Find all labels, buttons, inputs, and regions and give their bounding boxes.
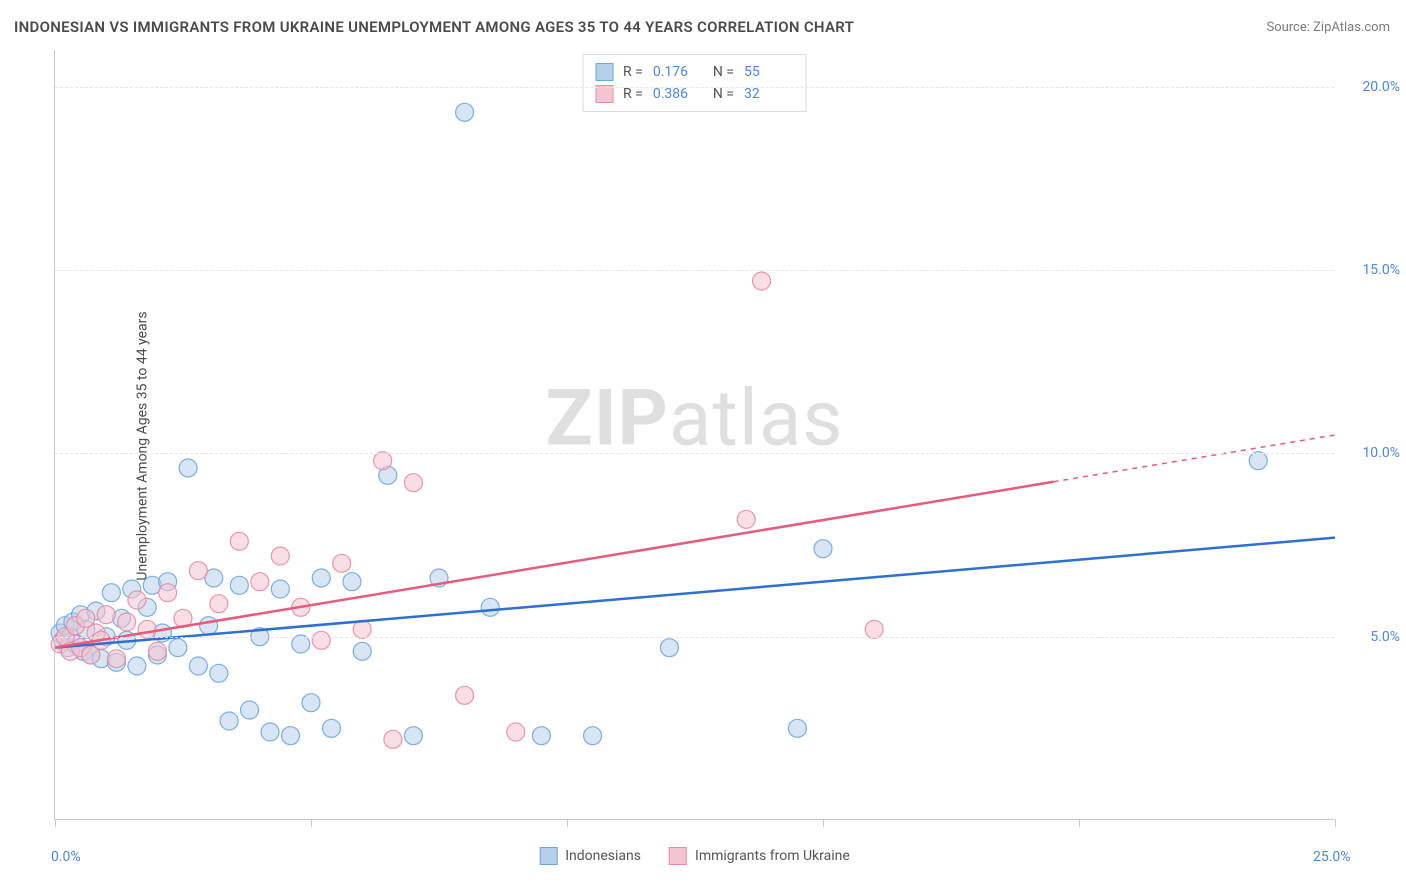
data-point — [220, 712, 238, 730]
data-point — [241, 701, 259, 719]
y-tick-label: 5.0% — [1370, 629, 1400, 645]
data-point — [384, 730, 402, 748]
data-point — [200, 617, 218, 635]
chart-title: INDONESIAN VS IMMIGRANTS FROM UKRAINE UN… — [14, 18, 854, 36]
x-tick — [1079, 819, 1080, 827]
data-point — [343, 573, 361, 591]
data-point — [404, 474, 422, 492]
gridline — [55, 453, 1334, 454]
legend-swatch — [539, 847, 557, 865]
data-point — [753, 272, 771, 290]
data-point — [353, 642, 371, 660]
legend-series-item: Immigrants from Ukraine — [669, 847, 850, 865]
data-point — [128, 591, 146, 609]
data-point — [788, 719, 806, 737]
data-point — [322, 719, 340, 737]
data-point — [404, 727, 422, 745]
x-tick — [567, 819, 568, 827]
data-point — [507, 723, 525, 741]
data-point — [282, 727, 300, 745]
data-point — [210, 595, 228, 613]
data-point — [138, 620, 156, 638]
data-point — [292, 635, 310, 653]
data-point — [189, 657, 207, 675]
data-point — [814, 540, 832, 558]
data-point — [312, 569, 330, 587]
data-point — [456, 103, 474, 121]
x-tick — [55, 819, 56, 827]
data-point — [271, 547, 289, 565]
data-point — [271, 580, 289, 598]
data-point — [865, 620, 883, 638]
data-point — [159, 584, 177, 602]
y-tick-label: 10.0% — [1362, 445, 1400, 461]
data-point — [261, 723, 279, 741]
legend-series-item: Indonesians — [539, 847, 641, 865]
data-point — [148, 642, 166, 660]
data-point — [107, 650, 125, 668]
gridline — [55, 270, 1334, 271]
legend-series-label: Indonesians — [565, 848, 641, 864]
x-tick-label: 0.0% — [51, 849, 81, 865]
plot-area: ZIPatlas R =0.176N =55R =0.386N =32 Indo… — [54, 50, 1334, 820]
x-tick — [823, 819, 824, 827]
data-point — [660, 639, 678, 657]
data-point — [189, 562, 207, 580]
y-tick-label: 15.0% — [1362, 262, 1400, 278]
chart-container: INDONESIAN VS IMMIGRANTS FROM UKRAINE UN… — [0, 0, 1406, 892]
data-point — [169, 639, 187, 657]
data-point — [302, 694, 320, 712]
y-tick-label: 20.0% — [1362, 79, 1400, 95]
data-point — [737, 510, 755, 528]
x-tick — [1335, 819, 1336, 827]
data-point — [230, 532, 248, 550]
data-point — [230, 576, 248, 594]
legend-swatch — [669, 847, 687, 865]
trend-line-extrapolated — [1053, 435, 1335, 482]
x-tick-label: 25.0% — [1313, 849, 1351, 865]
data-point — [102, 584, 120, 602]
data-point — [456, 686, 474, 704]
source-attribution: Source: ZipAtlas.com — [1266, 20, 1390, 35]
plot-svg — [55, 50, 1334, 819]
x-tick — [311, 819, 312, 827]
legend-series: Indonesians Immigrants from Ukraine — [539, 847, 850, 865]
data-point — [251, 573, 269, 591]
data-point — [179, 459, 197, 477]
gridline — [55, 637, 1334, 638]
data-point — [584, 727, 602, 745]
legend-series-label: Immigrants from Ukraine — [695, 848, 850, 864]
data-point — [118, 613, 136, 631]
trend-line — [55, 538, 1335, 648]
data-point — [312, 631, 330, 649]
data-point — [333, 554, 351, 572]
gridline — [55, 87, 1334, 88]
data-point — [97, 606, 115, 624]
data-point — [210, 664, 228, 682]
data-point — [1249, 452, 1267, 470]
data-point — [481, 598, 499, 616]
data-point — [532, 727, 550, 745]
data-point — [374, 452, 392, 470]
data-point — [128, 657, 146, 675]
